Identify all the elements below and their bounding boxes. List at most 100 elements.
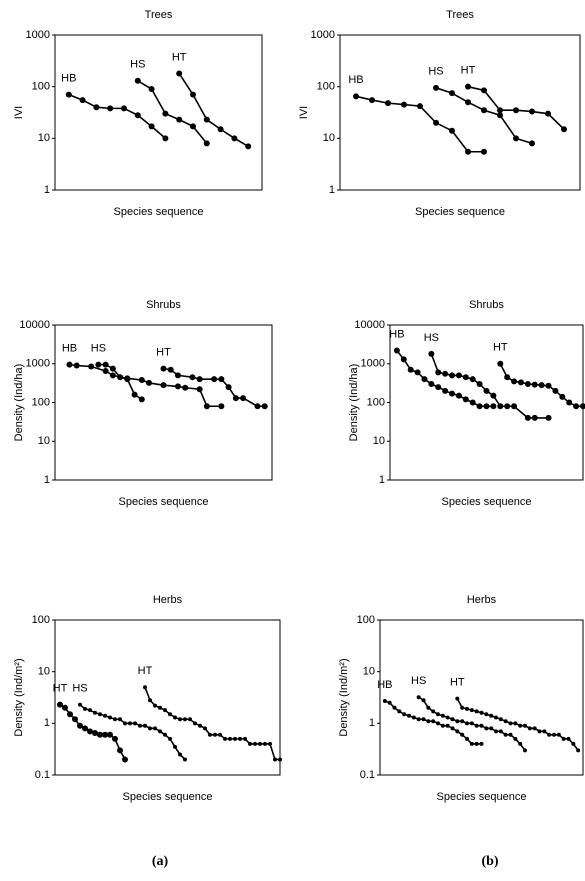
data-point [518,741,523,746]
data-point [273,757,277,762]
chart-title: Herbs [467,594,497,606]
data-point [465,148,471,155]
data-point [474,723,479,728]
data-point [455,392,462,399]
plot-frame [54,34,263,191]
data-point [571,741,576,746]
series-label: HT [172,51,187,63]
chart-title: Herbs [153,594,183,606]
data-point [138,396,145,403]
data-point [428,381,435,388]
data-point [131,391,138,398]
data-point [117,747,123,754]
data-point [397,709,402,714]
data-point [449,127,455,134]
data-point [524,381,531,388]
y-axis-label: Density (Ind/ha) [13,364,25,442]
data-point [198,723,202,728]
data-point [561,126,567,133]
data-point [566,736,571,741]
y-tick-label: 100 [32,614,50,626]
data-point [123,721,127,726]
data-point [163,732,167,737]
data-point [67,711,73,718]
data-point [484,726,489,731]
data-point [511,403,518,410]
data-point [228,736,232,741]
data-point [83,706,87,711]
data-point [153,726,157,731]
data-point [436,721,440,726]
data-point [190,123,196,130]
data-point [552,732,556,737]
data-point [102,361,109,368]
data-point [134,112,141,119]
data-point [183,717,187,722]
data-point [559,393,566,400]
y-tick-label: 1000 [26,358,50,370]
y-tick-label: 1000 [311,29,335,41]
data-point [449,372,456,379]
x-axis-label: Species sequence [119,496,209,508]
data-point [450,717,455,722]
series-label: HB [377,679,392,691]
data-point [460,719,465,724]
data-point [545,414,552,421]
data-point [414,369,421,376]
data-point [238,736,242,741]
data-point [148,698,152,703]
data-point [433,119,439,126]
data-point [66,361,73,368]
data-point [87,728,93,735]
data-point [479,741,484,746]
data-point [580,403,585,410]
y-tick-label: 10 [38,132,50,144]
data-point [523,748,527,753]
data-point [483,387,490,394]
data-point [421,717,426,722]
data-point [411,715,416,720]
data-point [460,732,465,737]
series-label: HB [389,328,404,340]
data-point [498,729,503,734]
plot-frame [379,619,584,776]
y-tick-label: 1 [44,717,50,729]
series-label: HT [156,346,171,358]
data-point [79,97,86,104]
data-point [465,736,469,741]
data-point [107,731,113,738]
y-axis-label: Density (Ind/m²) [13,658,25,736]
data-point [573,403,580,410]
data-point [481,148,487,155]
data-point [469,741,474,746]
data-point [504,374,511,381]
data-point [162,110,169,117]
data-point [93,710,97,715]
data-point [233,736,237,741]
data-point [503,719,508,724]
series-label: HT [450,677,465,689]
data-point [393,347,400,354]
data-point [217,126,224,133]
y-tick-label: 0.1 [360,769,375,781]
series-label: HB [62,343,77,355]
data-point [223,736,227,741]
data-point [523,723,527,728]
y-axis-label: IVI [13,106,25,119]
data-point [98,712,102,717]
data-point [203,403,210,410]
data-point [407,366,414,373]
data-point [93,104,100,111]
data-point [469,399,476,406]
data-point [108,715,112,720]
plot-frame [389,324,584,481]
series-label: HS [72,683,87,695]
data-point [153,703,157,708]
data-point [465,99,471,106]
data-point [428,350,435,357]
series-label: HS [91,343,106,355]
data-point [401,101,407,108]
data-point [524,414,531,421]
data-point [538,382,545,389]
series-label: HB [348,74,363,86]
